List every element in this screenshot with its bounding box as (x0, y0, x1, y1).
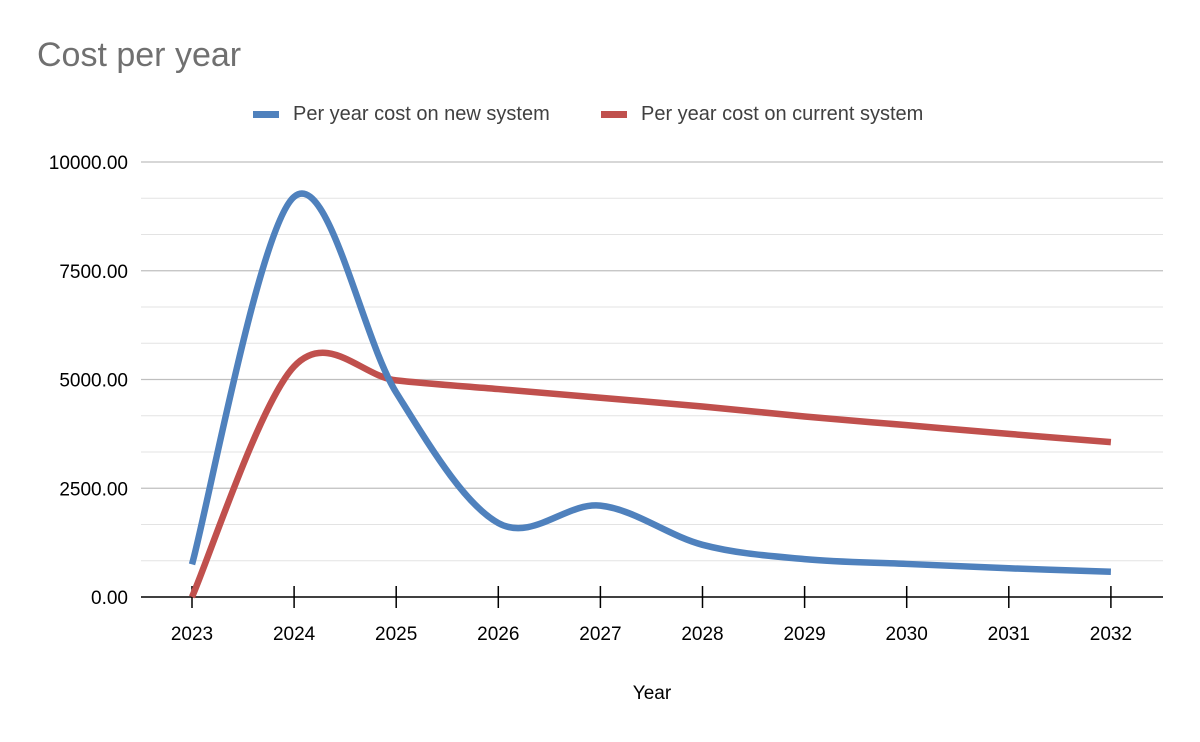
x-axis-title: Year (633, 683, 672, 704)
x-tick-label: 2032 (1090, 624, 1132, 645)
legend-item-new-system: Per year cost on new system (253, 100, 550, 128)
y-tick-label: 2500.00 (59, 479, 128, 500)
x-tick-label: 2025 (375, 624, 417, 645)
x-tick-label: 2028 (681, 624, 723, 645)
chart-title: Cost per year (37, 36, 242, 74)
x-tick-label: 2023 (171, 624, 213, 645)
series-line-new-system (188, 190, 1112, 576)
x-tick-label: 2027 (579, 624, 621, 645)
series-line-current-system (189, 349, 1112, 599)
x-tick-label: 2026 (477, 624, 519, 645)
x-tick-label: 2031 (988, 624, 1030, 645)
y-tick-label: 5000.00 (59, 371, 128, 392)
x-tick-label: 2024 (273, 624, 316, 645)
legend-label-new-system: Per year cost on new system (293, 102, 550, 125)
y-tick-label: 7500.00 (59, 262, 128, 283)
legend-swatch-new-system (253, 110, 279, 118)
legend-label-current-system: Per year cost on current system (641, 102, 924, 125)
x-tick-label: 2029 (783, 624, 825, 645)
x-tick-label: 2030 (886, 624, 928, 645)
legend-item-current-system: Per year cost on current system (601, 100, 923, 128)
y-tick-label: 10000.00 (49, 153, 128, 174)
legend-swatch-current-system (601, 110, 627, 118)
y-tick-label: 0.00 (91, 588, 128, 609)
legend: Per year cost on new system Per year cos… (0, 100, 1200, 128)
